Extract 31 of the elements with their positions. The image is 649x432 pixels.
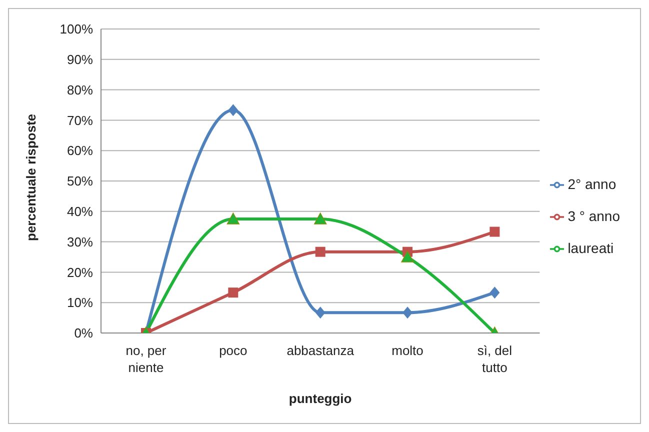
point	[315, 306, 326, 319]
y-tick-label: 30%	[66, 234, 94, 250]
x-axis-title: punteggio	[288, 391, 352, 406]
x-tick-label: poco	[219, 343, 248, 358]
y-tick-label: 0%	[74, 326, 94, 341]
legend-label: 3 ° anno	[568, 208, 620, 224]
legend-label: laureati	[568, 240, 614, 256]
y-tick-label: 60%	[66, 143, 94, 158]
point	[314, 212, 327, 224]
y-tick-label: 90%	[66, 52, 94, 68]
point	[401, 250, 414, 262]
y-tick-label: 20%	[66, 264, 94, 280]
y-tick-label: 80%	[66, 82, 94, 98]
point	[228, 104, 238, 116]
x-tick-label: abbastanza	[286, 343, 355, 358]
x-tick-label: molto	[392, 343, 424, 358]
point	[315, 246, 326, 257]
y-tick-label: 100%	[60, 22, 94, 37]
point	[228, 288, 238, 298]
y-axis-title: percentuale risposte	[24, 114, 39, 241]
point	[490, 226, 500, 237]
x-tick-label: no, per niente	[126, 343, 167, 375]
y-tick-label: 40%	[66, 204, 94, 220]
point	[490, 286, 500, 299]
legend-label: 2° anno	[568, 176, 616, 192]
y-tick-label: 10%	[66, 295, 94, 310]
y-tick-label: 70%	[66, 112, 94, 128]
point	[226, 212, 240, 224]
y-tick-label: 50%	[66, 174, 94, 189]
point	[402, 306, 413, 319]
x-tick-label: sì, del tutto	[477, 343, 512, 375]
